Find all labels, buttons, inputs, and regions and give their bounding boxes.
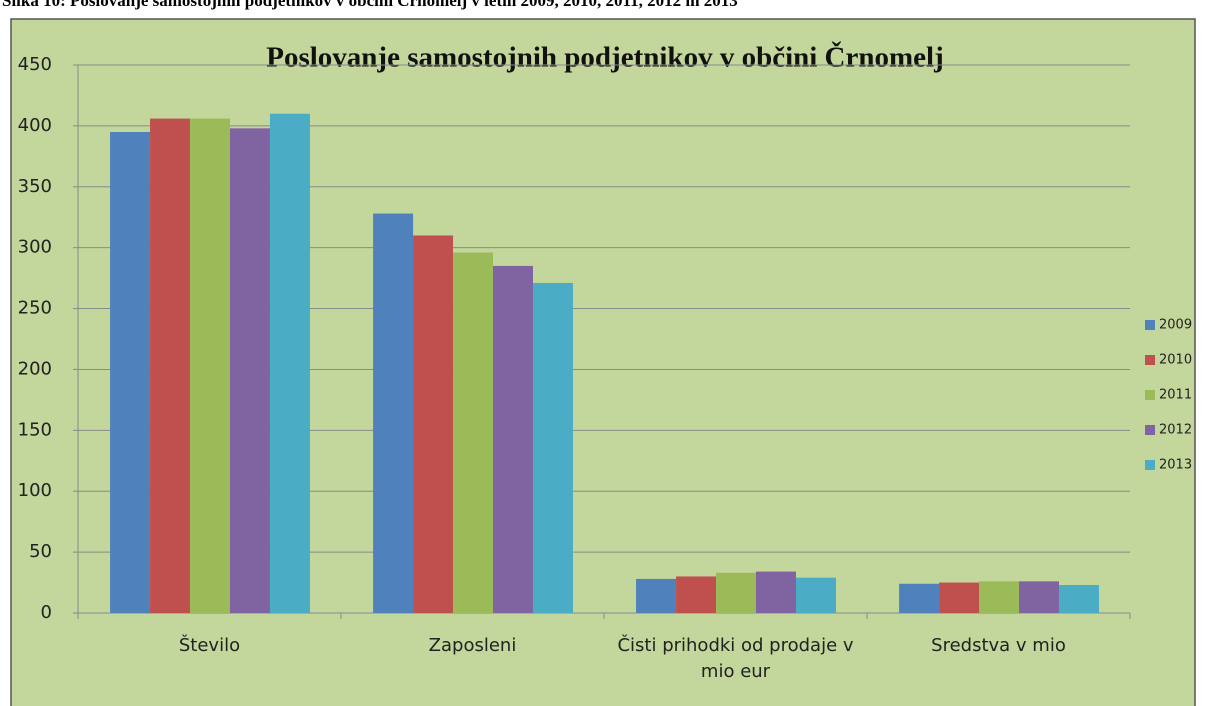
x-tick-label: Čisti prihodki od prodaje v mio eur	[617, 635, 854, 682]
legend-label: 2011	[1159, 388, 1192, 403]
bar	[716, 572, 757, 613]
y-tick-label: 0	[41, 602, 52, 623]
bar	[532, 282, 573, 613]
bar	[453, 252, 494, 613]
legend-swatch	[1145, 320, 1155, 330]
y-tick-label: 100	[18, 480, 52, 501]
legend-swatch	[1145, 460, 1155, 470]
bar	[413, 235, 454, 613]
bar	[756, 571, 796, 613]
bar	[979, 581, 1020, 613]
chart-title: Poslovanje samostojnih podjetnikov v obč…	[266, 41, 944, 74]
bar	[899, 583, 940, 613]
y-tick-label: 200	[18, 358, 52, 379]
bar	[373, 213, 414, 613]
bar	[230, 128, 270, 613]
x-tick-label: Sredstva v mio	[931, 635, 1066, 656]
bar	[636, 578, 677, 613]
legend-label: 2013	[1159, 458, 1192, 473]
bar	[493, 265, 533, 613]
y-tick-label: 300	[18, 237, 52, 258]
x-tick-label: Število	[178, 635, 241, 656]
bar	[110, 131, 151, 613]
bar	[190, 118, 231, 614]
bar	[939, 582, 980, 613]
legend-swatch	[1145, 425, 1155, 435]
y-tick-label: 350	[18, 176, 52, 197]
y-tick-label: 450	[18, 54, 52, 75]
y-tick-label: 150	[18, 419, 52, 440]
legend-label: 2010	[1159, 353, 1192, 368]
y-tick-label: 400	[18, 115, 52, 136]
legend-swatch	[1145, 355, 1155, 365]
bar	[150, 118, 191, 614]
bar	[1019, 581, 1059, 613]
legend-label: 2009	[1159, 318, 1192, 333]
y-tick-label: 50	[29, 541, 52, 562]
legend-swatch	[1145, 390, 1155, 400]
y-tick-label: 250	[18, 298, 52, 319]
caption: Slika 10: Poslovanje samostojnih podjetn…	[2, 0, 738, 10]
bar	[269, 113, 310, 613]
legend-label: 2012	[1159, 423, 1192, 438]
bar	[1058, 584, 1099, 613]
x-tick-label: Zaposleni	[428, 635, 517, 656]
bar	[795, 577, 836, 613]
bar	[676, 576, 717, 613]
